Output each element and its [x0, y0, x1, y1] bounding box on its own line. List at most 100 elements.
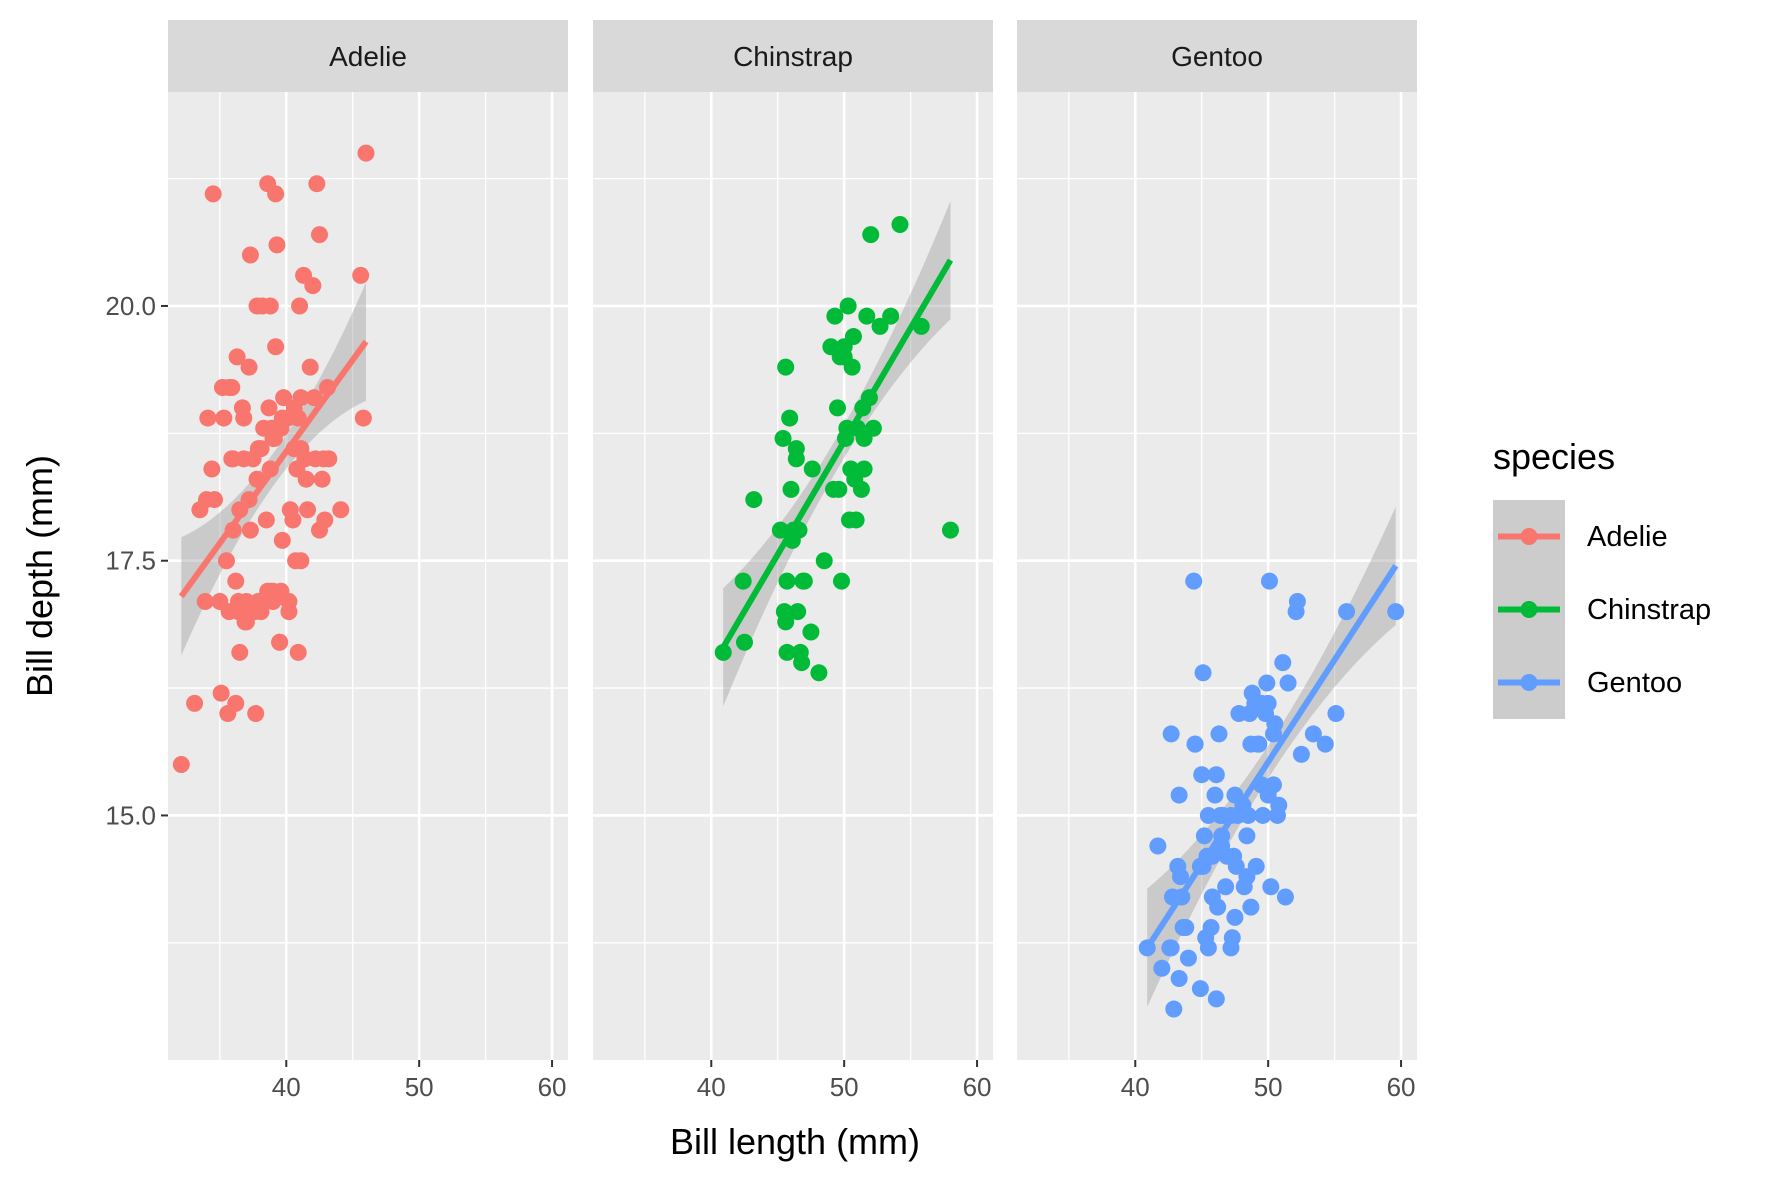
legend-entry-label: Gentoo [1587, 667, 1682, 699]
facet-strip-label: Adelie [329, 41, 407, 72]
data-point [1207, 990, 1225, 1008]
data-point [257, 511, 275, 529]
data-point [1264, 725, 1282, 743]
data-point [774, 429, 792, 447]
data-point [252, 440, 270, 458]
data-point [1254, 806, 1272, 824]
data-point [1165, 1000, 1183, 1018]
data-point [789, 603, 807, 621]
data-point [292, 440, 310, 458]
data-point [1327, 705, 1345, 723]
data-point [835, 338, 853, 356]
legend-key-point [1520, 528, 1538, 545]
legend-title: species [1493, 436, 1615, 477]
legend: species Adelie Chinstrap Gentoo [1493, 436, 1711, 719]
data-point [781, 409, 799, 427]
regression-line [720, 258, 954, 649]
data-point [297, 470, 315, 488]
data-point [241, 246, 259, 264]
panel-background [168, 92, 568, 1060]
data-point [778, 643, 796, 661]
panel-adelie: Adelie 40 50 60 [168, 20, 568, 1102]
data-point [829, 399, 847, 417]
data-point [292, 552, 310, 570]
data-point [1162, 725, 1180, 743]
data-point [289, 409, 307, 427]
data-point [843, 358, 861, 376]
data-point [357, 144, 375, 162]
data-point [1207, 766, 1225, 784]
data-point [852, 480, 870, 498]
data-point [871, 317, 889, 335]
data-point [1259, 786, 1277, 804]
data-point [292, 389, 310, 407]
facet-strip [168, 20, 568, 92]
data-point [267, 338, 285, 356]
data-point [782, 480, 800, 498]
data-point [839, 297, 857, 315]
y-tick-label: 15.0 [105, 800, 156, 830]
data-point [264, 582, 282, 600]
data-point [1226, 908, 1244, 926]
data-point [1222, 939, 1240, 957]
data-point [793, 654, 811, 672]
data-point [203, 460, 221, 478]
data-point [735, 633, 753, 651]
data-point [273, 531, 291, 549]
data-point [1238, 827, 1256, 845]
data-point [260, 399, 278, 417]
data-point [1153, 959, 1171, 977]
data-point [1179, 949, 1197, 967]
data-point [855, 460, 873, 478]
data-point [1194, 664, 1212, 682]
data-point [304, 277, 322, 295]
data-point [1242, 735, 1260, 753]
data-point [1170, 969, 1188, 987]
data-point [308, 175, 326, 193]
data-point [267, 185, 285, 203]
data-point [172, 756, 190, 774]
data-point [777, 613, 795, 631]
data-point [1202, 919, 1220, 937]
data-point [840, 511, 858, 529]
x-tick-label: 50 [830, 1072, 859, 1102]
data-point [1199, 806, 1217, 824]
data-point [206, 491, 224, 509]
data-point [227, 694, 245, 712]
data-point [864, 419, 882, 437]
data-point [299, 501, 317, 519]
data-point [1288, 592, 1306, 610]
data-point [231, 643, 249, 661]
regression-line [178, 339, 369, 599]
data-point [301, 358, 319, 376]
x-tick-label: 60 [1387, 1072, 1416, 1102]
data-point [778, 572, 796, 590]
data-point [1259, 694, 1277, 712]
data-point [833, 572, 851, 590]
data-point [1195, 827, 1213, 845]
data-point [199, 409, 217, 427]
legend-item-chinstrap: Chinstrap [1493, 573, 1711, 646]
data-point [320, 450, 338, 468]
data-point [787, 450, 805, 468]
y-tick-label: 17.5 [105, 546, 156, 576]
x-tick-label: 40 [1121, 1072, 1150, 1102]
data-point [1217, 878, 1235, 896]
data-point [235, 409, 253, 427]
data-point [941, 521, 959, 539]
panel-chinstrap: Chinstrap 40 50 60 [593, 20, 993, 1102]
data-point [271, 633, 289, 651]
x-tick-label: 40 [272, 1072, 301, 1102]
data-point [1170, 786, 1188, 804]
legend-key-point [1520, 674, 1538, 691]
data-point [354, 409, 372, 427]
data-point [1387, 603, 1405, 621]
data-point [1171, 868, 1189, 886]
data-point [268, 236, 286, 254]
data-point [1247, 857, 1265, 875]
data-point [826, 307, 844, 325]
data-point [1316, 735, 1334, 753]
y-axis-title: Bill depth (mm) [19, 455, 60, 697]
y-tick-label: 20.0 [105, 291, 156, 321]
